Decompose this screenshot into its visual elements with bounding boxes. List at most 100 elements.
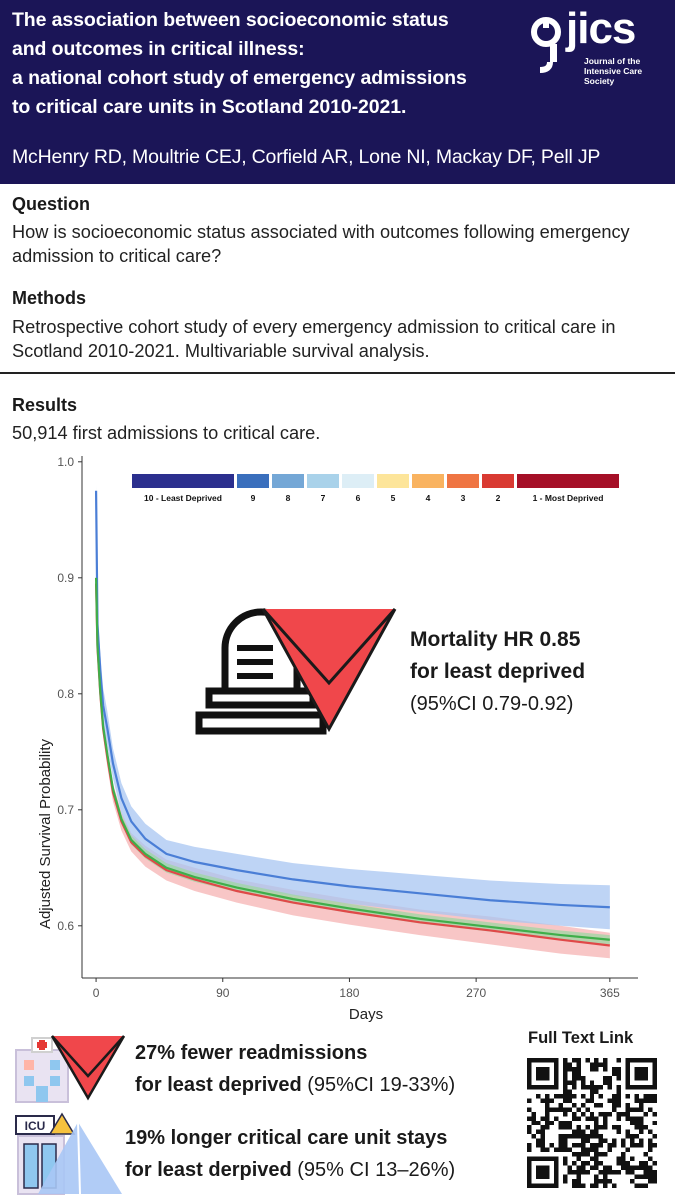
- qr-module: [540, 1183, 545, 1188]
- qr-module: [589, 1098, 595, 1103]
- readmissions-group: for least deprived: [135, 1074, 302, 1096]
- readmissions-stat-line1: 27% fewer readmissions: [135, 1042, 367, 1065]
- qr-module: [553, 1093, 559, 1099]
- qr-module: [625, 1170, 631, 1175]
- x-tick-label: 90: [216, 986, 230, 1000]
- authors: McHenry RD, Moultrie CEJ, Corfield AR, L…: [12, 146, 601, 168]
- icu-sign-text: ICU: [25, 1119, 46, 1133]
- results-heading: Results: [12, 395, 78, 415]
- qr-module: [607, 1143, 613, 1148]
- qr-module: [648, 1107, 653, 1112]
- qr-module: [585, 1084, 590, 1090]
- qr-module: [594, 1161, 599, 1166]
- qr-module: [607, 1165, 613, 1171]
- qr-module: [607, 1098, 613, 1103]
- qr-module: [553, 1161, 559, 1166]
- qr-module: [598, 1125, 604, 1130]
- qr-module: [562, 1093, 568, 1099]
- qr-module: [585, 1134, 590, 1139]
- qr-module: [562, 1138, 568, 1144]
- qr-module: [580, 1075, 586, 1081]
- qr-module: [589, 1116, 595, 1121]
- x-tick-label: 0: [93, 986, 100, 1000]
- qr-module: [580, 1084, 586, 1090]
- qr-module: [621, 1156, 626, 1162]
- qr-module: [603, 1152, 608, 1157]
- qr-module: [589, 1134, 595, 1139]
- qr-module: [535, 1093, 541, 1099]
- qr-module: [648, 1174, 653, 1180]
- qr-module: [571, 1093, 577, 1099]
- results-text: 50,914 first admissions to critical care…: [12, 423, 321, 443]
- qr-module: [594, 1152, 599, 1157]
- qr-module: [580, 1152, 586, 1157]
- qr-module: [625, 1134, 631, 1139]
- qr-module: [589, 1084, 595, 1090]
- logo-sub-line-1: Journal of the: [584, 56, 641, 66]
- qr-module: [589, 1093, 595, 1099]
- legend-label: 2: [496, 493, 501, 503]
- qr-module: [639, 1161, 644, 1166]
- qr-module: [598, 1084, 604, 1090]
- qr-module: [531, 1084, 536, 1090]
- legend-label: 1 - Most Deprived: [533, 493, 604, 503]
- qr-module: [589, 1147, 595, 1153]
- stays-stat-line2: for least derpived (95% CI 13–26%): [125, 1159, 455, 1182]
- x-tick-label: 180: [339, 986, 359, 1000]
- qr-module: [553, 1165, 559, 1171]
- qr-module: [531, 1183, 536, 1188]
- qr-module: [585, 1170, 590, 1175]
- qr-module: [527, 1062, 532, 1067]
- qr-module: [553, 1183, 559, 1188]
- qr-module: [643, 1111, 649, 1117]
- legend-swatch: [132, 474, 234, 488]
- qr-module: [544, 1116, 550, 1121]
- qr-code-icon[interactable]: [527, 1058, 657, 1188]
- qr-module: [535, 1170, 541, 1175]
- y-tick-label: 1.0: [57, 455, 74, 469]
- qr-module: [540, 1125, 545, 1130]
- qr-module: [527, 1116, 532, 1121]
- x-tick-label: 365: [600, 986, 620, 1000]
- qr-module: [589, 1156, 595, 1162]
- qr-module: [612, 1170, 617, 1175]
- qr-module: [553, 1156, 559, 1162]
- qr-module: [643, 1093, 649, 1099]
- qr-module: [562, 1125, 568, 1130]
- qr-module: [562, 1058, 568, 1063]
- qr-module: [527, 1179, 532, 1184]
- qr-module: [607, 1170, 613, 1175]
- qr-module: [616, 1089, 622, 1094]
- qr-module: [558, 1120, 563, 1126]
- mortality-hr: Mortality HR 0.85: [410, 628, 581, 651]
- qr-module: [630, 1156, 635, 1162]
- qr-module: [535, 1084, 541, 1090]
- qr-module: [643, 1058, 649, 1063]
- qr-module: [540, 1129, 545, 1135]
- qr-module: [531, 1134, 536, 1139]
- qr-module: [603, 1075, 608, 1081]
- readmissions-stat-line2: for least deprived (95%CI 19-33%): [135, 1074, 455, 1097]
- qr-module: [535, 1066, 541, 1072]
- qr-module: [535, 1058, 541, 1063]
- legend-label: 6: [356, 493, 361, 503]
- qr-module: [607, 1179, 613, 1184]
- qr-module: [576, 1129, 581, 1135]
- qr-module: [652, 1111, 657, 1117]
- stays-group: for least derpived: [125, 1159, 292, 1181]
- qr-module: [580, 1183, 586, 1188]
- qr-module: [589, 1062, 595, 1067]
- qr-module: [571, 1129, 577, 1135]
- qr-module: [535, 1120, 541, 1126]
- qr-module: [531, 1111, 536, 1117]
- qr-module: [544, 1174, 550, 1180]
- qr-module: [594, 1129, 599, 1135]
- qr-module: [639, 1116, 644, 1121]
- qr-module: [567, 1093, 572, 1099]
- qr-module: [549, 1120, 554, 1126]
- qr-module: [549, 1183, 554, 1188]
- qr-module: [603, 1111, 608, 1117]
- qr-module: [585, 1125, 590, 1130]
- qr-module: [527, 1170, 532, 1175]
- qr-module: [580, 1093, 586, 1099]
